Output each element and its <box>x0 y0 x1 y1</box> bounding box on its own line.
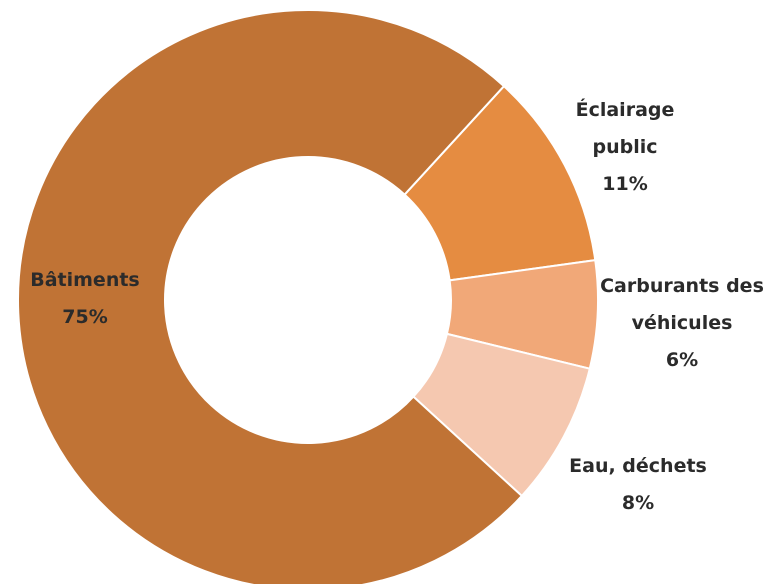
slice-label: Carburants des véhicules 6% <box>595 268 770 379</box>
category-name: Carburants des véhicules <box>600 275 764 334</box>
category-name: Bâtiments <box>30 269 140 291</box>
slice-label: Bâtiments 75% <box>20 262 150 336</box>
value-label: 8% <box>621 492 655 514</box>
slice-label: Eau, déchets 8% <box>553 448 723 522</box>
category-name: Eau, déchets <box>569 455 707 477</box>
value-label: 75% <box>62 306 108 328</box>
category-name: Éclairage public <box>575 99 675 158</box>
value-label: 6% <box>665 349 699 371</box>
value-label: 11% <box>602 173 648 195</box>
donut-slice <box>17 9 524 584</box>
donut-slice <box>403 84 597 282</box>
slice-label: Éclairage public 11% <box>560 92 690 203</box>
